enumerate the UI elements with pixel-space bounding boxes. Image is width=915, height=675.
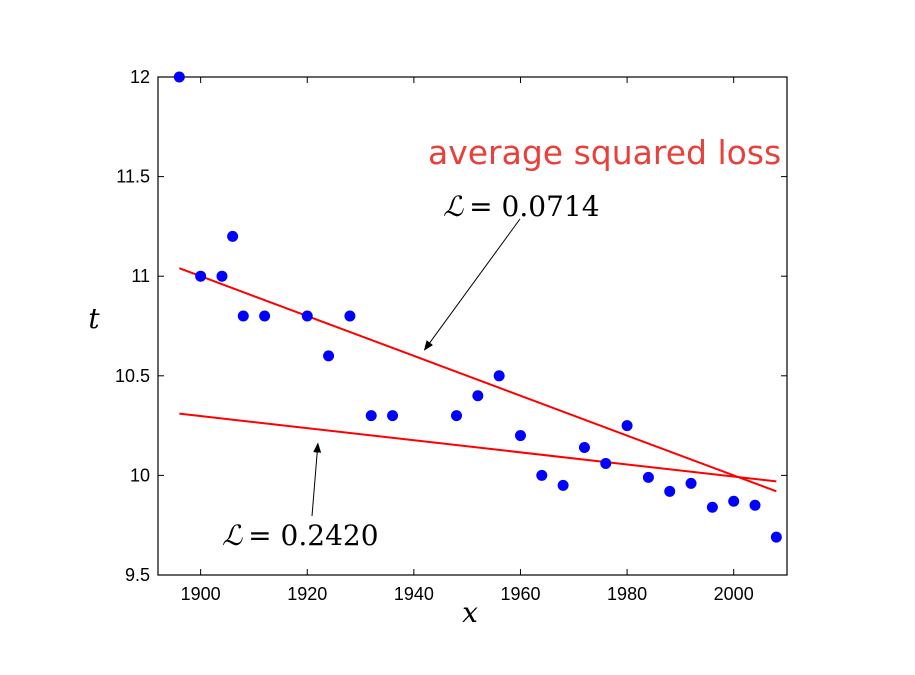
data-point bbox=[323, 350, 335, 362]
data-point bbox=[536, 469, 548, 481]
data-point bbox=[621, 420, 633, 432]
data-point bbox=[514, 430, 526, 442]
y-tick-label: 12 bbox=[130, 67, 150, 87]
y-tick-label: 11 bbox=[131, 266, 150, 286]
data-point bbox=[472, 390, 484, 402]
x-axis-label: x bbox=[462, 596, 478, 629]
plot-frame bbox=[157, 76, 788, 576]
data-point bbox=[664, 485, 676, 497]
data-point bbox=[600, 457, 612, 469]
data-point bbox=[728, 495, 740, 507]
loss-label-upper: ℒ = 0.0714 bbox=[443, 190, 600, 223]
data-point bbox=[706, 501, 718, 513]
data-point bbox=[195, 270, 207, 282]
y-axis-label: t bbox=[88, 302, 100, 335]
data-point bbox=[557, 479, 569, 491]
data-point bbox=[216, 270, 228, 282]
data-point bbox=[387, 410, 399, 422]
data-point bbox=[749, 499, 761, 511]
data-point bbox=[173, 71, 185, 83]
data-point bbox=[259, 310, 271, 322]
data-point bbox=[493, 370, 505, 382]
y-tick-label: 10.5 bbox=[115, 366, 150, 386]
data-point bbox=[237, 310, 249, 322]
arrow-lower bbox=[311, 442, 322, 517]
fit-line-2 bbox=[179, 412, 777, 483]
fit-line-1 bbox=[178, 267, 777, 493]
data-point bbox=[227, 230, 239, 242]
loss-label-lower: ℒ = 0.2420 bbox=[222, 519, 379, 552]
arrow-upper bbox=[423, 218, 521, 351]
data-point bbox=[301, 310, 313, 322]
x-tick-label: 1900 bbox=[181, 584, 221, 604]
data-point bbox=[365, 410, 377, 422]
data-point bbox=[770, 531, 782, 543]
y-tick-label: 9.5 bbox=[125, 565, 150, 585]
average-squared-loss-label: average squared loss bbox=[428, 133, 781, 172]
y-tick-label: 10 bbox=[130, 465, 150, 485]
data-point bbox=[578, 442, 590, 454]
x-tick-label: 1940 bbox=[394, 584, 434, 604]
y-tick-label: 11.5 bbox=[116, 167, 150, 187]
data-point bbox=[642, 471, 654, 483]
data-point bbox=[344, 310, 356, 322]
x-tick-label: 1960 bbox=[500, 584, 540, 604]
data-point bbox=[451, 410, 463, 422]
x-tick-label: 1980 bbox=[607, 584, 647, 604]
x-tick-label: 1920 bbox=[287, 584, 327, 604]
x-tick-label: 2000 bbox=[714, 584, 754, 604]
data-point bbox=[685, 477, 697, 489]
